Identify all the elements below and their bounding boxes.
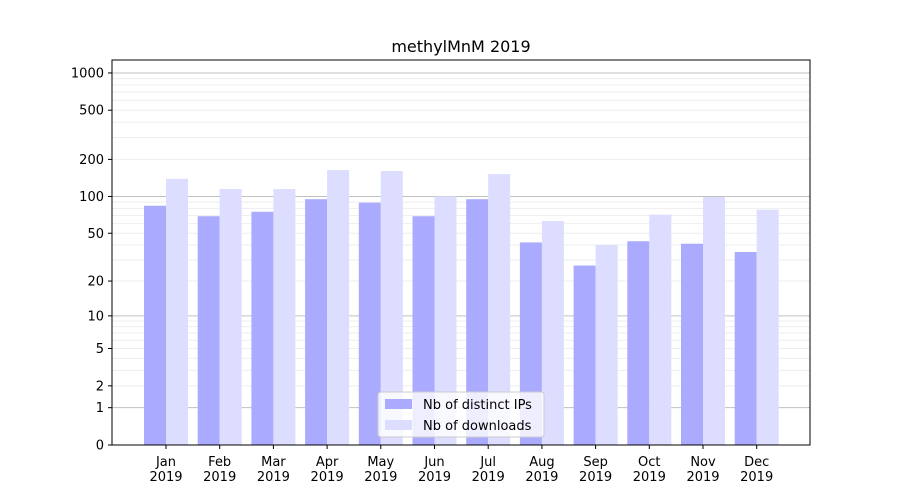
x-tick-label: Apr 2019 <box>311 455 344 485</box>
x-tick-label: Aug 2019 <box>525 455 558 485</box>
x-tick-label: May 2019 <box>364 455 397 485</box>
bar-downloads <box>488 174 511 445</box>
y-tick-label: 20 <box>87 275 104 290</box>
y-tick-label: 2 <box>96 379 104 394</box>
bar-downloads <box>380 171 403 445</box>
bar-downloads <box>703 197 725 445</box>
legend-label-ips: Nb of distinct IPs <box>423 398 532 413</box>
y-tick-label: 50 <box>87 227 104 242</box>
x-tick-label: Jun 2019 <box>418 455 451 485</box>
plot-frame <box>111 59 811 446</box>
bar-downloads <box>166 178 188 445</box>
x-tick-label: Dec 2019 <box>740 455 773 485</box>
bar-downloads <box>219 189 242 445</box>
y-tick-label: 1 <box>96 401 104 416</box>
bar-ips <box>144 205 166 445</box>
y-tick-label: 5 <box>96 342 104 357</box>
y-tick-label: 0 <box>96 439 104 454</box>
x-axis: Jan 2019 Feb 2019 Mar 2019 Apr 2019 May 2019 Jun 20… <box>149 445 773 485</box>
bar-downloads <box>273 189 296 445</box>
y-tick-label: 1000 <box>71 66 104 81</box>
bar-ips <box>358 202 381 445</box>
legend-swatch-ips <box>385 399 412 409</box>
bar-downloads <box>541 221 564 445</box>
bar-ips <box>734 252 757 445</box>
legend: Nb of distinct IPs Nb of downloads <box>377 391 545 438</box>
bar-downloads <box>595 245 618 445</box>
bar-ips <box>466 199 489 445</box>
x-tick-label: Jan 2019 <box>149 455 182 485</box>
y-tick-label: 100 <box>79 190 104 205</box>
legend-swatch-downloads <box>385 420 412 430</box>
bar-ips <box>627 241 650 445</box>
bar-downloads <box>434 196 457 445</box>
y-axis: 0 1 2 5 10 20 50 100 200 500 1000 <box>71 66 112 454</box>
bar-ips <box>412 216 435 445</box>
bar-downloads <box>327 170 350 446</box>
bar-downloads <box>756 209 779 445</box>
x-tick-label: Nov 2019 <box>686 455 719 485</box>
bar-downloads <box>649 214 672 445</box>
x-tick-label: Sep 2019 <box>579 455 612 485</box>
bar-ips <box>197 216 220 445</box>
bar-ips <box>573 265 596 445</box>
y-tick-label: 10 <box>87 309 104 324</box>
x-tick-label: Feb 2019 <box>203 455 236 485</box>
chart-title: methylMnM 2019 <box>391 37 530 56</box>
bar-ips <box>681 243 703 445</box>
legend-box <box>377 391 545 438</box>
legend-label-downloads: Nb of downloads <box>423 419 532 434</box>
y-tick-label: 200 <box>79 153 104 168</box>
x-tick-label: Mar 2019 <box>257 455 290 485</box>
y-tick-label: 500 <box>79 104 104 119</box>
bar-ips <box>305 199 328 445</box>
x-tick-label: Jul 2019 <box>472 455 505 485</box>
bar-ips <box>251 211 274 445</box>
x-tick-label: Oct 2019 <box>633 455 666 485</box>
